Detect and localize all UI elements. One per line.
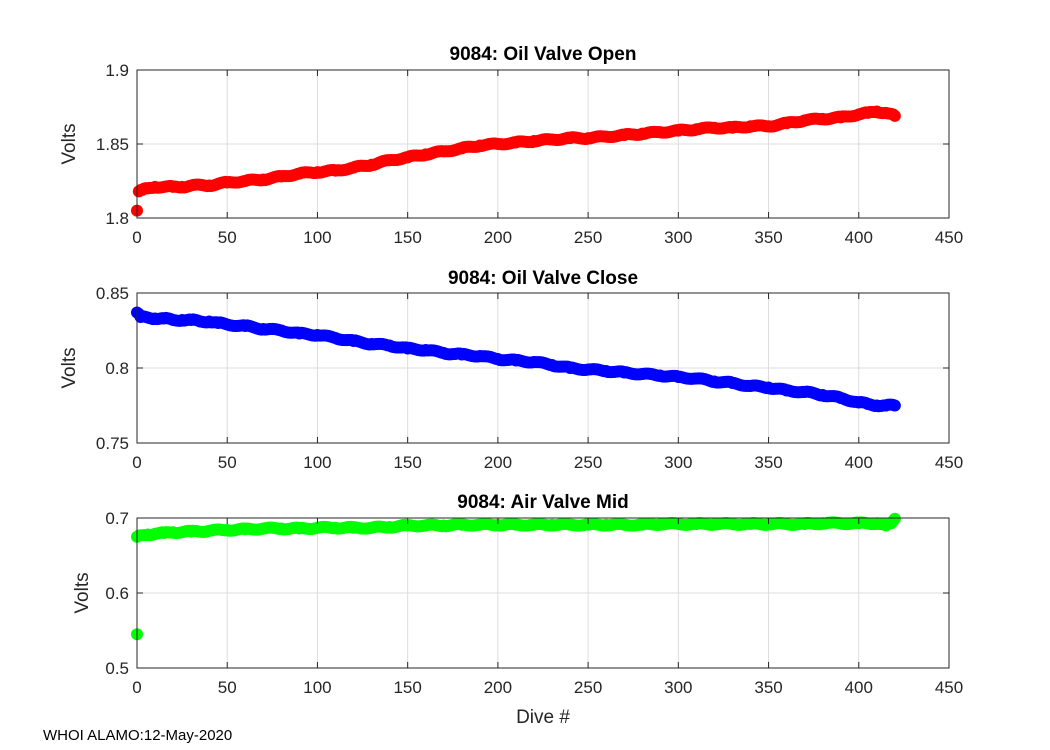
x-tick-label: 250: [574, 453, 602, 472]
y-tick-label: 0.75: [96, 434, 129, 453]
x-tick-label: 350: [754, 453, 782, 472]
x-tick-label: 400: [845, 453, 873, 472]
y-tick-label: 0.6: [105, 584, 129, 603]
y-tick-label: 0.5: [105, 659, 129, 678]
x-axis-label: Dive #: [516, 707, 570, 728]
x-tick-label: 0: [132, 228, 141, 247]
x-tick-label: 250: [574, 228, 602, 247]
x-tick-label: 250: [574, 678, 602, 697]
x-tick-label: 200: [484, 678, 512, 697]
data-point: [888, 399, 901, 412]
y-tick-label: 0.8: [105, 359, 129, 378]
data-point: [888, 512, 901, 525]
chart-title: 9084: Oil Valve Close: [448, 268, 638, 289]
x-tick-label: 150: [393, 228, 421, 247]
x-tick-label: 300: [664, 678, 692, 697]
x-tick-label: 100: [303, 453, 331, 472]
x-tick-label: 100: [303, 678, 331, 697]
chart-title: 9084: Oil Valve Open: [450, 44, 637, 65]
x-tick-label: 200: [484, 453, 512, 472]
y-axis-label: Volts: [72, 572, 93, 613]
x-tick-label: 300: [664, 453, 692, 472]
chart-oil-valve-close: 9084: Oil Valve Close Volts 0 50 100 150 200…: [59, 268, 963, 472]
y-axis-label: Volts: [59, 123, 80, 164]
x-tick-label: 0: [132, 453, 141, 472]
x-tick-label: 450: [935, 228, 963, 247]
x-tick-label: 450: [935, 678, 963, 697]
x-tick-label: 300: [664, 228, 692, 247]
x-tick-label: 50: [218, 678, 237, 697]
x-tick-label: 400: [845, 228, 873, 247]
x-tick-label: 150: [393, 453, 421, 472]
x-tick-label: 400: [845, 678, 873, 697]
y-axis-label: Volts: [59, 347, 80, 388]
y-tick-label: 0.7: [105, 509, 129, 528]
x-tick-label: 50: [218, 453, 237, 472]
x-tick-label: 150: [393, 678, 421, 697]
x-tick-label: 200: [484, 228, 512, 247]
x-tick-label: 50: [218, 228, 237, 247]
x-tick-label: 350: [754, 228, 782, 247]
y-tick-label: 1.8: [105, 209, 129, 228]
y-tick-label: 1.85: [96, 135, 129, 154]
footer-credit: WHOI ALAMO:12-May-2020: [43, 727, 233, 744]
chart-oil-valve-open: 9084: Oil Valve Open Volts 0 50 100 150 200 2…: [59, 44, 963, 247]
x-tick-label: 350: [754, 678, 782, 697]
data-point: [888, 109, 901, 122]
chart-title: 9084: Air Valve Mid: [457, 492, 628, 513]
x-tick-label: 450: [935, 453, 963, 472]
x-tick-label: 100: [303, 228, 331, 247]
y-tick-label: 0.85: [96, 284, 129, 303]
y-tick-label: 1.9: [105, 61, 129, 80]
chart-air-valve-mid: 9084: Air Valve Mid Volts 0 50 100 150 200 25…: [72, 492, 963, 728]
x-tick-label: 0: [132, 678, 141, 697]
